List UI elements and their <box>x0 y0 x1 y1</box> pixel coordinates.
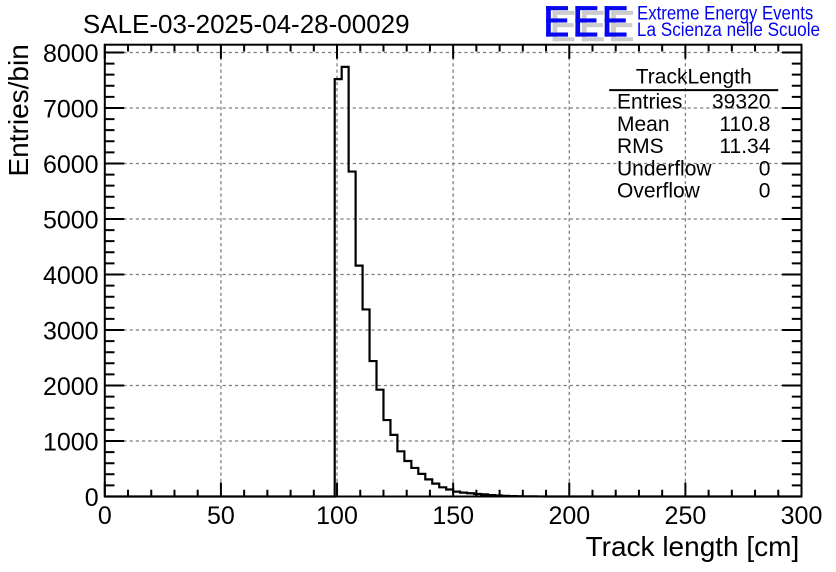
svg-text:0: 0 <box>85 484 99 512</box>
svg-text:Entries: Entries <box>617 91 682 114</box>
svg-text:150: 150 <box>432 502 474 530</box>
svg-text:Entries/bin: Entries/bin <box>3 44 34 176</box>
svg-text:Underflow: Underflow <box>617 157 712 180</box>
svg-text:250: 250 <box>665 502 707 530</box>
svg-text:TrackLength: TrackLength <box>636 66 752 89</box>
svg-text:4000: 4000 <box>43 262 99 290</box>
svg-text:50: 50 <box>207 502 235 530</box>
svg-text:1000: 1000 <box>43 429 99 457</box>
svg-text:La Scienza nelle Scuole: La Scienza nelle Scuole <box>637 18 820 40</box>
svg-text:Extreme Energy Events: Extreme Energy Events <box>637 3 813 24</box>
svg-text:39320: 39320 <box>712 91 770 114</box>
svg-text:0: 0 <box>98 502 112 530</box>
svg-text:2000: 2000 <box>43 373 99 401</box>
svg-text:300: 300 <box>781 502 823 530</box>
svg-text:100: 100 <box>316 502 358 530</box>
svg-text:8000: 8000 <box>43 40 99 68</box>
svg-text:RMS: RMS <box>617 135 664 158</box>
svg-text:6000: 6000 <box>43 151 99 179</box>
svg-text:11.34: 11.34 <box>719 135 770 158</box>
svg-text:3000: 3000 <box>43 318 99 346</box>
svg-text:0: 0 <box>759 180 771 203</box>
svg-text:200: 200 <box>548 502 590 530</box>
svg-text:Track length [cm]: Track length [cm] <box>586 531 800 562</box>
svg-text:0: 0 <box>759 157 771 180</box>
svg-text:5000: 5000 <box>43 207 99 235</box>
svg-text:Overflow: Overflow <box>617 180 701 203</box>
svg-text:7000: 7000 <box>43 96 99 124</box>
svg-text:SALE-03-2025-04-28-00029: SALE-03-2025-04-28-00029 <box>83 9 410 39</box>
svg-text:110.8: 110.8 <box>719 113 770 136</box>
svg-text:Mean: Mean <box>617 113 670 136</box>
